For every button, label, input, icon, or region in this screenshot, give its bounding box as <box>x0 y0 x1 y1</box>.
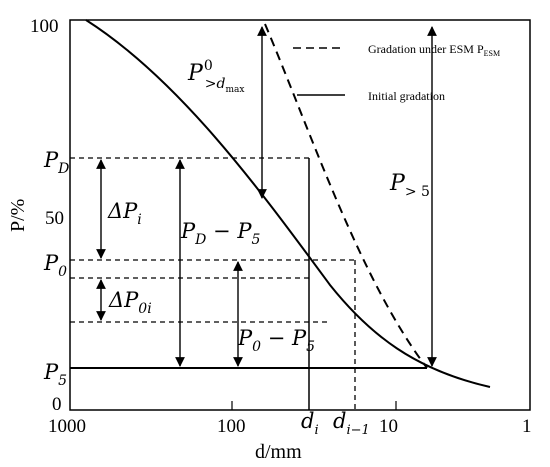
x-tick-marks <box>231 401 397 410</box>
y-tick-50: 50 <box>45 208 64 229</box>
y-axis-label: P/% <box>7 199 29 232</box>
legend-dashed-label: Gradation under ESM PESM <box>368 42 500 58</box>
legend: Gradation under ESM PESM Initial gradati… <box>293 42 500 103</box>
dashed-guides <box>70 157 356 410</box>
label-p-gt5: P> 5 <box>389 171 430 200</box>
label-di-minus-1: di−1 <box>333 409 370 438</box>
label-pd: PD <box>43 148 69 177</box>
label-pd-minus-p5: PD − P5 <box>180 219 260 248</box>
label-delta-pi: ΔPi <box>107 199 142 228</box>
label-delta-p0i: ΔP0i <box>108 288 152 317</box>
esm-gradation-curve <box>264 23 428 369</box>
y-tick-0: 0 <box>52 394 62 415</box>
label-p0: P0 <box>43 251 67 280</box>
x-tick-1: 1 <box>522 416 532 437</box>
initial-gradation-curve <box>85 19 491 388</box>
label-di: di <box>301 409 319 438</box>
x-axis-label: d/mm <box>255 441 302 463</box>
y-tick-100: 100 <box>30 16 59 37</box>
x-tick-1000: 1000 <box>48 416 86 437</box>
legend-solid-label: Initial gradation <box>368 89 445 103</box>
label-p-gt-dmax: P0 >dmax <box>187 58 244 95</box>
x-tick-100: 100 <box>217 416 246 437</box>
label-p0-minus-p5: P0 − P5 <box>237 326 315 355</box>
x-tick-10: 10 <box>379 416 398 437</box>
plot-frame <box>69 19 531 411</box>
label-p5: P5 <box>43 360 67 389</box>
